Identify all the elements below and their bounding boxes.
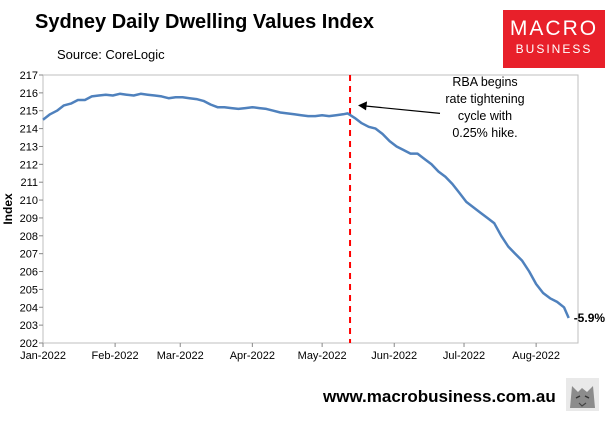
y-tick-label: 208 xyxy=(20,231,38,243)
y-tick-label: 203 xyxy=(20,320,38,332)
y-tick-label: 211 xyxy=(20,177,38,189)
annotation-text-line: rate tightening xyxy=(445,92,524,106)
annotation-arrow-head xyxy=(358,101,368,111)
annotation-text-line: RBA begins xyxy=(452,75,517,89)
y-axis-label: Index xyxy=(1,193,15,225)
x-tick-label: Jun-2022 xyxy=(371,350,417,362)
annotation: RBA begins rate tightening cycle with 0.25%… xyxy=(358,75,525,140)
end-value-label: -5.9% xyxy=(574,311,606,325)
chart-source: Source: CoreLogic xyxy=(57,47,165,62)
y-tick-label: 214 xyxy=(20,124,38,136)
y-tick-label: 202 xyxy=(20,338,38,350)
y-tick-label: 216 xyxy=(20,88,38,100)
y-tick-label: 204 xyxy=(20,302,38,314)
plot-area xyxy=(42,74,579,344)
logo-line-2: BUSINESS xyxy=(515,42,593,56)
y-tick-label: 206 xyxy=(20,267,38,279)
y-tick-label: 207 xyxy=(20,249,38,261)
y-tick-label: 209 xyxy=(20,213,38,225)
x-tick-label: Apr-2022 xyxy=(230,350,275,362)
x-tick-label: Feb-2022 xyxy=(92,350,139,362)
x-tick-label: Jan-2022 xyxy=(20,350,66,362)
logo-line-1: MACRO xyxy=(509,17,599,40)
annotation-arrow-line xyxy=(363,105,441,114)
y-tick-label: 215 xyxy=(20,106,38,118)
wolf-logo-icon xyxy=(566,378,599,411)
x-tick-label: Jul-2022 xyxy=(443,350,485,362)
x-tick-label: Aug-2022 xyxy=(512,350,560,362)
x-tick-label: Mar-2022 xyxy=(157,350,204,362)
x-tick-label: May-2022 xyxy=(298,350,347,362)
footer-url[interactable]: www.macrobusiness.com.au xyxy=(323,387,556,406)
y-axis: 202 203 204 205 206 207 208 209 210 211 212 213 214 2… xyxy=(20,70,43,350)
y-tick-label: 213 xyxy=(20,141,38,153)
x-axis: Jan-2022 Feb-2022 Mar-2022 Apr-2022 May-2022… xyxy=(20,343,560,362)
series-line xyxy=(42,92,570,319)
chart-title: Sydney Daily Dwelling Values Index xyxy=(35,11,375,33)
y-tick-label: 212 xyxy=(20,159,38,171)
macrobusiness-logo: MACRO BUSINESS xyxy=(503,10,605,68)
y-tick-label: 210 xyxy=(20,195,38,207)
y-tick-label: 205 xyxy=(20,284,38,296)
y-tick-label: 217 xyxy=(20,70,38,82)
annotation-text-line: cycle with xyxy=(458,109,512,123)
series-layer: -5.9% xyxy=(42,75,606,343)
annotation-text-line: 0.25% hike. xyxy=(452,126,517,140)
plot-border xyxy=(42,74,579,344)
